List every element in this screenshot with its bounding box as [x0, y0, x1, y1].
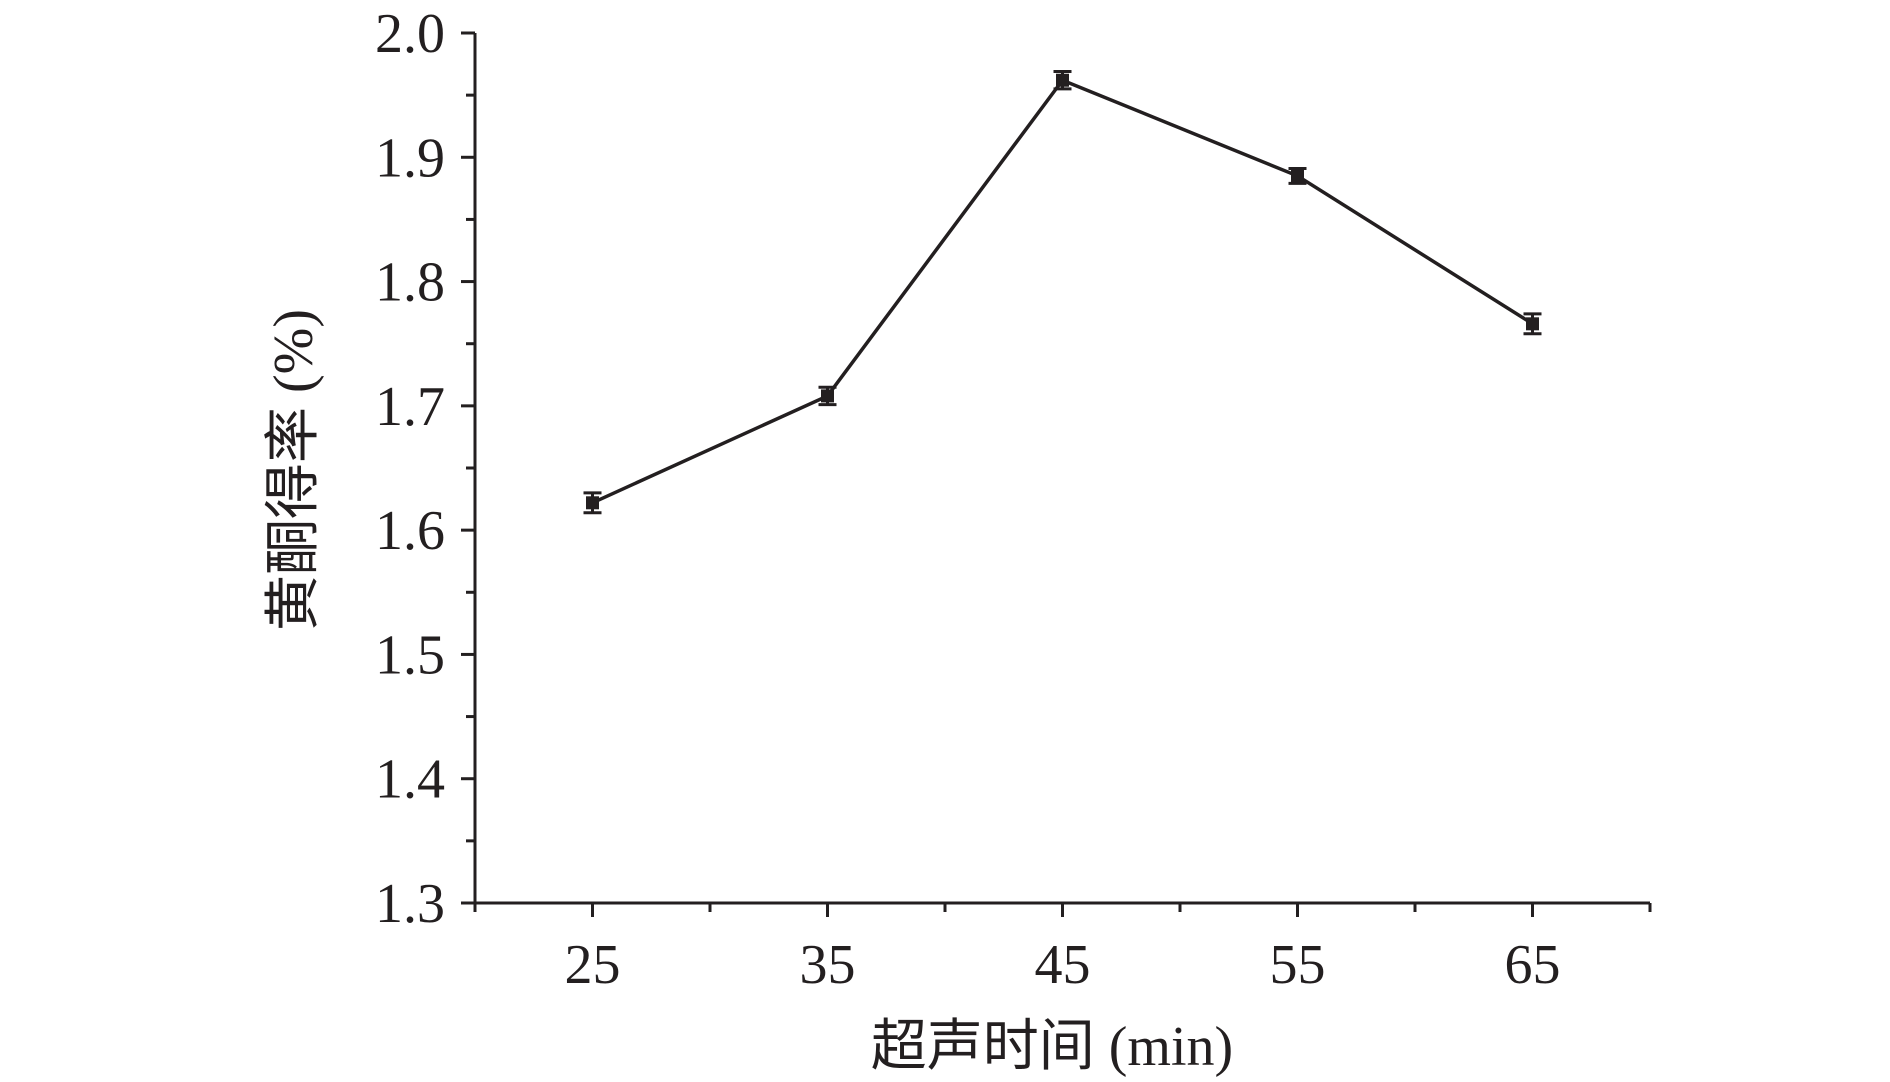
y-axis-ticks: 1.3 1.4 1.5 1.6 1.7 1.8 1.9 2.0	[375, 3, 475, 935]
data-point	[1291, 169, 1304, 183]
x-tick-label: 35	[800, 934, 856, 996]
y-axis-title: 黄酮得率 (%)	[263, 309, 325, 631]
y-tick-label: 1.3	[375, 873, 445, 935]
x-tick-label: 45	[1035, 934, 1091, 996]
series-line	[591, 78, 1534, 505]
data-point	[586, 496, 599, 510]
data-point	[1526, 317, 1539, 331]
y-tick-label: 1.9	[375, 127, 445, 189]
x-axis-title: 超声时间 (min)	[871, 1016, 1233, 1078]
y-tick-label: 2.0	[375, 3, 445, 65]
x-tick-label: 25	[565, 934, 621, 996]
x-tick-label: 65	[1505, 934, 1561, 996]
y-tick-label: 1.5	[375, 624, 445, 686]
y-tick-label: 1.7	[375, 376, 445, 438]
data-point	[821, 389, 834, 403]
y-tick-label: 1.8	[375, 252, 445, 314]
data-marks	[583, 70, 1542, 515]
y-tick-label: 1.6	[375, 500, 445, 562]
data-point	[1056, 73, 1069, 87]
x-tick-label: 55	[1270, 934, 1326, 996]
axes	[473, 33, 1650, 905]
y-tick-label: 1.4	[375, 749, 445, 811]
x-axis-ticks: 25 35 45 55 65	[473, 903, 1652, 996]
